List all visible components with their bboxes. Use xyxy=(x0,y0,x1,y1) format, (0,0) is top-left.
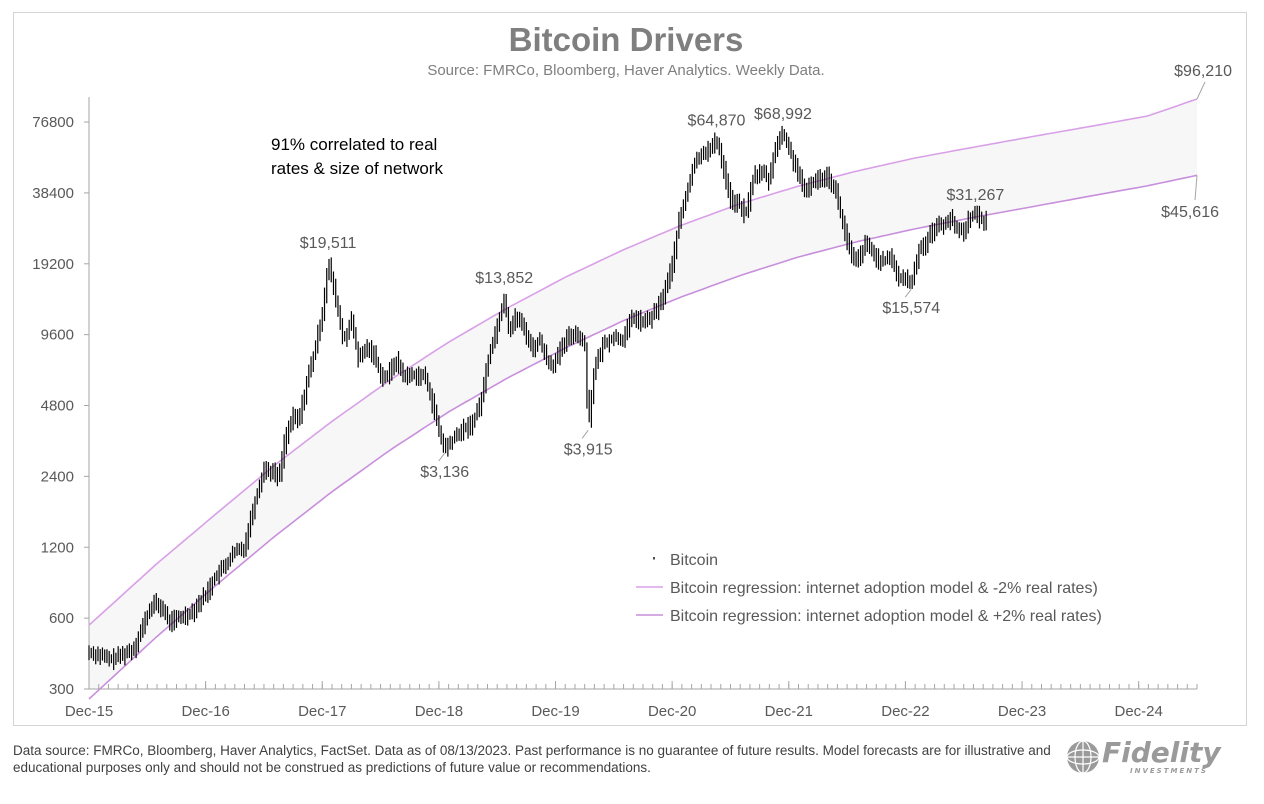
price-callout-label: $3,915 xyxy=(564,441,613,458)
price-callout-label: $45,616 xyxy=(1161,204,1219,221)
x-tick-label: Dec-16 xyxy=(181,703,229,720)
callout-leader xyxy=(438,452,446,462)
callout-leader xyxy=(1196,81,1206,100)
price-callout-label: $96,210 xyxy=(1174,63,1232,80)
price-callout-label: $31,267 xyxy=(946,187,1004,204)
y-tick-label: 2400 xyxy=(41,468,74,485)
series-layer xyxy=(88,98,1198,700)
fidelity-logo: Fidelity INVESTMENTS xyxy=(1064,736,1248,778)
x-tick-label: Dec-20 xyxy=(648,703,696,720)
regression-line-minus2 xyxy=(88,98,1198,626)
callout-leader xyxy=(904,288,912,298)
x-tick-label: Dec-23 xyxy=(998,703,1046,720)
x-tick-label: Dec-18 xyxy=(415,703,463,720)
regression-line-plus2 xyxy=(88,174,1198,700)
chart-subtitle: Source: FMRCo, Bloomberg, Haver Analytic… xyxy=(427,62,824,79)
bitcoin-drivers-chart: Bitcoin Drivers Source: FMRCo, Bloomberg… xyxy=(32,21,1232,720)
legend-entry-label: Bitcoin regression: internet adoption mo… xyxy=(670,580,1098,597)
callout-leader xyxy=(1194,175,1198,201)
price-callout-label: $64,870 xyxy=(688,112,746,129)
x-tick-label: Dec-19 xyxy=(531,703,579,720)
chart-legend: Bitcoin Bitcoin regression: internet adop… xyxy=(636,552,1102,625)
fidelity-globe-icon xyxy=(1066,740,1100,774)
price-callout-label: $13,852 xyxy=(475,270,533,287)
fidelity-wordmark: Fidelity xyxy=(1102,736,1221,769)
chart-title: Bitcoin Drivers xyxy=(509,21,744,58)
price-callout-label: $15,574 xyxy=(882,300,940,317)
footer-disclaimer: Data source: FMRCo, Bloomberg, Haver Ana… xyxy=(13,743,1051,775)
axes: 300 600 1200 2400 4800 9600 19200 38400 76800 Dec… xyxy=(32,97,1198,720)
correlation-annotation-line2: rates & size of network xyxy=(271,159,443,178)
price-callout-label: $68,992 xyxy=(754,106,812,123)
y-tick-label: 19200 xyxy=(32,256,74,273)
x-tick-label: Dec-24 xyxy=(1115,703,1163,720)
y-tick-label: 300 xyxy=(49,681,74,698)
y-tick-label: 1200 xyxy=(41,539,74,556)
y-tick-label: 38400 xyxy=(32,185,74,202)
bitcoin-series xyxy=(88,125,987,671)
y-tick-label: 9600 xyxy=(41,327,74,344)
y-tick-label: 600 xyxy=(49,610,74,627)
legend-entry-label: Bitcoin xyxy=(670,552,718,569)
x-tick-label: Dec-22 xyxy=(881,703,929,720)
x-tick-label: Dec-17 xyxy=(298,703,346,720)
x-tick-label: Dec-21 xyxy=(765,703,813,720)
regression-band-fill xyxy=(89,99,1197,689)
y-tick-label: 4800 xyxy=(41,398,74,415)
y-tick-label: 76800 xyxy=(32,114,74,131)
regression-band xyxy=(89,99,1197,689)
legend-entry-label: Bitcoin regression: internet adoption mo… xyxy=(670,608,1102,625)
chart-frame xyxy=(13,12,1247,726)
callout-leader xyxy=(581,430,589,439)
correlation-annotation-line1: 91% correlated to real xyxy=(271,135,437,154)
fidelity-tagline: INVESTMENTS xyxy=(1130,767,1208,775)
price-callout-label: $3,136 xyxy=(420,464,469,481)
x-tick-label: Dec-15 xyxy=(65,703,113,720)
price-callouts: $19,511 $3,136 $13,852 $3,915 $64,870 $68,992… xyxy=(300,63,1232,481)
price-callout-label: $19,511 xyxy=(300,235,357,252)
